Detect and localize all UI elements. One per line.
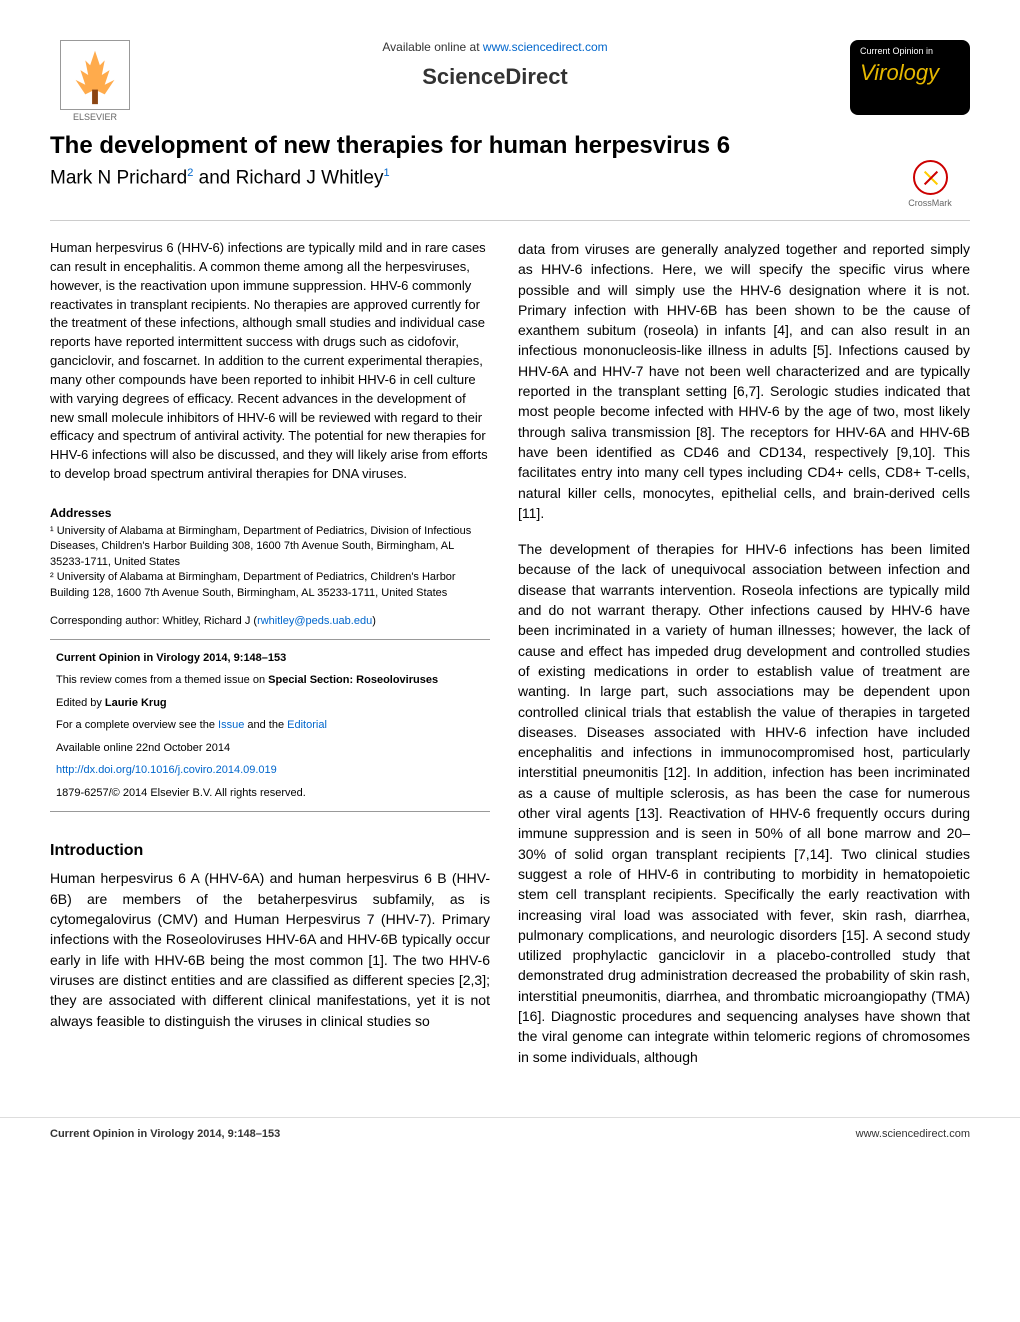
section-name: Special Section: Roseoloviruses xyxy=(268,674,438,686)
citation-line: Current Opinion in Virology 2014, 9:148–… xyxy=(56,650,484,667)
elsevier-label: ELSEVIER xyxy=(50,112,140,122)
available-online-text: Available online at www.sciencedirect.co… xyxy=(140,40,850,54)
badge-top-text: Current Opinion in xyxy=(860,46,960,56)
footer-right-url: www.sciencedirect.com xyxy=(856,1128,970,1140)
author-2-affil: 1 xyxy=(383,167,389,179)
copyright-line: 1879-6257/© 2014 Elsevier B.V. All right… xyxy=(56,785,484,802)
article-info-box: Current Opinion in Virology 2014, 9:148–… xyxy=(50,639,490,813)
author-1: Mark N Prichard xyxy=(50,168,187,189)
body-para-3: The development of therapies for HHV-6 i… xyxy=(518,539,970,1067)
edited-by-line: Edited by Laurie Krug xyxy=(56,695,484,712)
address-2: ² University of Alabama at Birmingham, D… xyxy=(50,570,490,601)
themed-section-line: This review comes from a themed issue on… xyxy=(56,672,484,689)
corresponding-prefix: Corresponding author: Whitley, Richard J… xyxy=(50,615,257,627)
article-header: ELSEVIER Available online at www.science… xyxy=(50,40,970,221)
corresponding-close: ) xyxy=(372,615,376,627)
intro-para-left: Human herpesvirus 6 A (HHV-6A) and human… xyxy=(50,868,490,1030)
body-para-2: data from viruses are generally analyzed… xyxy=(518,239,970,523)
available-prefix: Available online at xyxy=(382,40,483,54)
issue-link[interactable]: Issue xyxy=(218,719,244,731)
sciencedirect-logo: ScienceDirect xyxy=(140,64,850,90)
badge-journal-name: Virology xyxy=(860,60,960,86)
crossmark-label: CrossMark xyxy=(890,198,970,208)
sciencedirect-url-link[interactable]: www.sciencedirect.com xyxy=(483,40,608,54)
abstract-text: Human herpesvirus 6 (HHV-6) infections a… xyxy=(50,239,490,484)
article-title: The development of new therapies for hum… xyxy=(50,130,890,161)
doi-link[interactable]: http://dx.doi.org/10.1016/j.coviro.2014.… xyxy=(56,764,277,776)
elsevier-tree-icon xyxy=(60,40,130,110)
journal-badge: Current Opinion in Virology xyxy=(850,40,970,115)
available-online-date: Available online 22nd October 2014 xyxy=(56,740,484,757)
introduction-heading: Introduction xyxy=(50,842,490,860)
overview-and: and the xyxy=(244,719,287,731)
corresponding-email-link[interactable]: rwhitley@peds.uab.edu xyxy=(257,615,372,627)
center-header: Available online at www.sciencedirect.co… xyxy=(140,40,850,90)
authors-and: and xyxy=(193,168,235,189)
addresses-heading: Addresses xyxy=(50,506,490,520)
overview-prefix: For a complete overview see the xyxy=(56,719,218,731)
author-2: Richard J Whitley xyxy=(236,168,384,189)
editor-name: Laurie Krug xyxy=(105,697,167,709)
footer-left-citation: Current Opinion in Virology 2014, 9:148–… xyxy=(50,1128,280,1140)
crossmark-badge[interactable]: CrossMark xyxy=(890,160,970,208)
overview-line: For a complete overview see the Issue an… xyxy=(56,717,484,734)
address-1: ¹ University of Alabama at Birmingham, D… xyxy=(50,524,490,570)
footer-citation-text: Current Opinion in Virology 2014, 9:148–… xyxy=(50,1128,280,1140)
crossmark-icon xyxy=(913,160,948,195)
elsevier-logo: ELSEVIER xyxy=(50,40,140,122)
corresponding-author: Corresponding author: Whitley, Richard J… xyxy=(50,615,490,627)
section-prefix: This review comes from a themed issue on xyxy=(56,674,268,686)
editorial-link[interactable]: Editorial xyxy=(287,719,327,731)
edited-prefix: Edited by xyxy=(56,697,105,709)
authors-line: Mark N Prichard2 and Richard J Whitley1 xyxy=(50,167,890,189)
addresses-block: ¹ University of Alabama at Birmingham, D… xyxy=(50,524,490,601)
page-footer: Current Opinion in Virology 2014, 9:148–… xyxy=(0,1117,1020,1160)
